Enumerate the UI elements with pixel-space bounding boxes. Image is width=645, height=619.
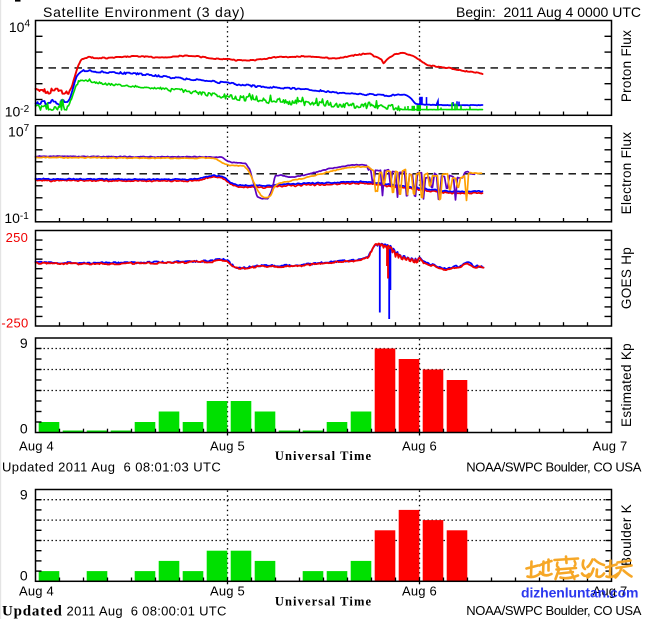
svg-text:Estimated Kp: Estimated Kp [619,343,634,427]
svg-text:Aug 4: Aug 4 [19,584,54,599]
svg-text:dizhenluntan.com: dizhenluntan.com [521,585,638,601]
svg-text:Begin: 2011 Aug 4 0000 UTC: Begin: 2011 Aug 4 0000 UTC [456,4,641,20]
svg-text:Universal Time: Universal Time [275,594,372,608]
svg-text:Updated 2011 Aug 6 08:00:01 U: Updated 2011 Aug 6 08:00:01 UTC [2,604,227,619]
svg-text:9: 9 [20,486,28,502]
svg-text:0: 0 [20,420,28,436]
svg-text:Aug 7: Aug 7 [593,439,628,454]
svg-text:Updated 2011 Aug 6 08:01:03 U: Updated 2011 Aug 6 08:01:03 UTC [2,460,221,475]
svg-text:9: 9 [20,335,28,351]
svg-text:Aug 5: Aug 5 [210,439,245,454]
svg-text:Aug 5: Aug 5 [210,584,245,599]
svg-text:Aug 6: Aug 6 [402,439,437,454]
svg-text:0: 0 [20,567,28,583]
svg-text:Boulder K: Boulder K [619,504,634,566]
svg-text:-250: -250 [1,316,28,331]
svg-text:NOAA/SWPC Boulder, CO USA: NOAA/SWPC Boulder, CO USA [466,460,641,475]
svg-text:GOES Hp: GOES Hp [619,247,634,309]
svg-text:Proton Flux: Proton Flux [619,30,634,102]
svg-text:250: 250 [6,230,29,245]
svg-text:Aug 4: Aug 4 [19,439,54,454]
svg-text:NOAA/SWPC Boulder, CO USA: NOAA/SWPC Boulder, CO USA [466,603,641,618]
svg-text:Satellite Environment (3 day): Satellite Environment (3 day) [43,4,245,20]
svg-text:Electron Flux: Electron Flux [619,132,634,215]
svg-text:Aug 7: Aug 7 [593,584,628,599]
svg-text:Aug 6: Aug 6 [402,584,437,599]
svg-text:Universal Time: Universal Time [275,449,372,463]
